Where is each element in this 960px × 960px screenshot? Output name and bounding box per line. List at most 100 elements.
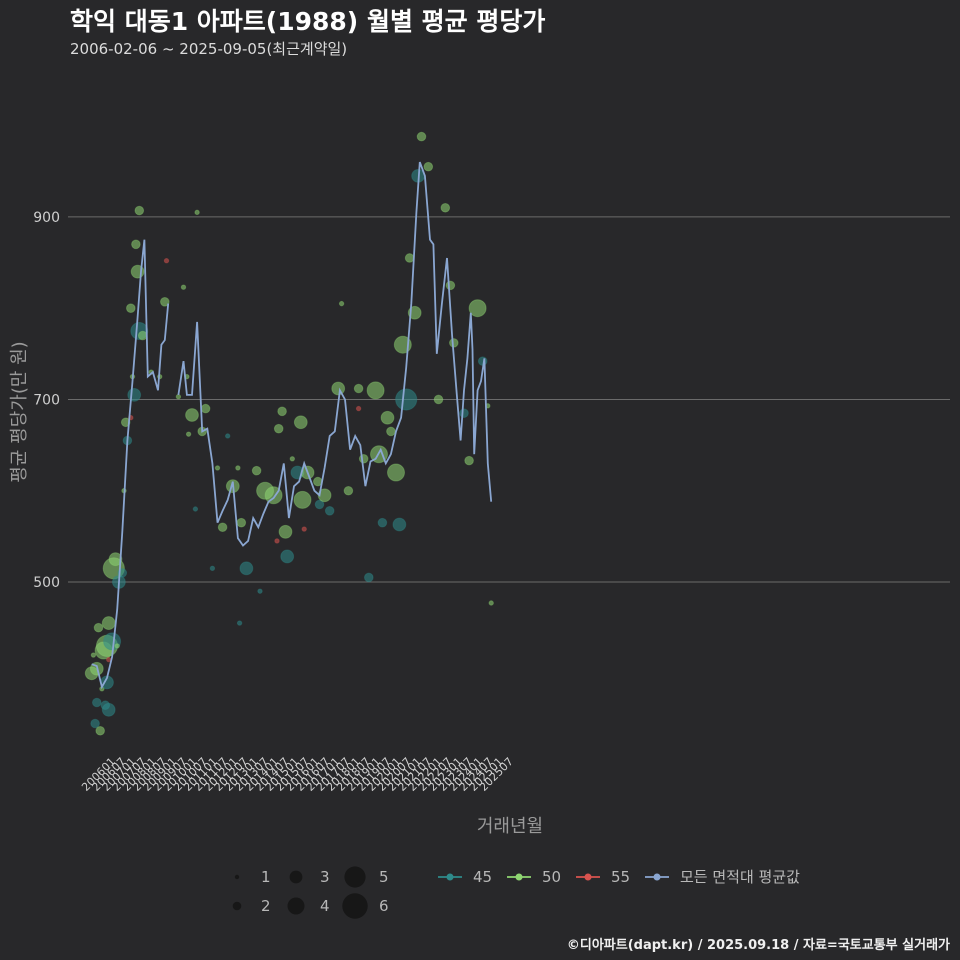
data-point-55 <box>301 526 307 532</box>
data-point-50 <box>200 403 211 414</box>
data-point-50 <box>131 239 141 250</box>
data-point-45 <box>101 702 116 717</box>
data-point-45 <box>459 408 469 418</box>
data-point-45 <box>239 561 254 576</box>
gridlines <box>68 216 950 583</box>
data-point-50 <box>278 524 293 539</box>
data-point-50 <box>468 299 487 318</box>
legend-color-label: 45 <box>473 868 492 886</box>
avg-series-line <box>91 239 170 690</box>
legend-size-marker <box>289 870 303 884</box>
data-point-50 <box>386 426 396 437</box>
data-point-50 <box>404 253 415 263</box>
data-point-50 <box>251 465 262 476</box>
data-point-50 <box>185 408 199 422</box>
legend-size-marker <box>232 901 242 911</box>
data-point-45 <box>209 565 216 572</box>
axes: 5007009002006012006072007012007072008012… <box>33 210 516 794</box>
data-point-50 <box>277 406 287 417</box>
data-point-50 <box>108 552 123 567</box>
data-point-45 <box>236 620 243 626</box>
data-point-45 <box>90 718 100 729</box>
legend-color-dot <box>446 873 454 881</box>
data-point-50 <box>416 131 427 142</box>
chart-title: 학익 대동1 아파트(1988) 월별 평균 평당가 <box>70 7 546 36</box>
data-point-50 <box>353 383 364 394</box>
data-point-50 <box>433 394 444 405</box>
data-point-50 <box>175 394 182 400</box>
data-point-50 <box>366 381 385 400</box>
data-point-55 <box>355 405 362 412</box>
data-point-50 <box>273 423 284 434</box>
data-point-50 <box>331 381 346 396</box>
data-point-50 <box>180 284 187 290</box>
data-point-50 <box>488 600 494 606</box>
legend-size-marker <box>287 897 305 915</box>
legend-size-marker <box>342 893 368 919</box>
legend-color-dot <box>584 873 592 881</box>
data-point-45 <box>192 506 199 512</box>
avg-series-line <box>177 161 493 547</box>
legend-color-label: 50 <box>542 868 561 886</box>
data-point-50 <box>95 725 105 736</box>
average-line <box>91 161 493 690</box>
data-point-50 <box>358 453 369 464</box>
legend-color-dot <box>515 873 523 881</box>
data-point-45 <box>280 549 295 564</box>
data-point-50 <box>90 652 97 658</box>
data-point-50 <box>160 296 170 307</box>
y-tick-label: 900 <box>33 210 60 226</box>
data-point-50 <box>445 280 456 291</box>
data-point-45 <box>364 572 374 583</box>
data-point-45 <box>257 588 263 594</box>
data-point-50 <box>93 622 104 633</box>
data-point-50 <box>114 643 120 649</box>
legend-size-label: 2 <box>261 897 271 915</box>
data-point-50 <box>120 417 131 428</box>
data-point-50 <box>387 463 405 482</box>
legend-size-marker <box>234 874 240 880</box>
y-tick-label: 700 <box>33 392 60 408</box>
data-point-50 <box>236 517 247 528</box>
legend-color-label: 모든 면적대 평균값 <box>680 868 800 886</box>
data-point-50 <box>343 485 354 496</box>
data-point-50 <box>214 465 221 471</box>
data-point-50 <box>101 616 116 630</box>
legend-size-label: 5 <box>379 868 389 886</box>
chart-subtitle: 2006-02-06 ~ 2025-09-05(최근계약일) <box>70 40 348 58</box>
data-point-50 <box>293 490 312 509</box>
legend-size-label: 1 <box>261 868 271 886</box>
data-point-45 <box>377 517 388 528</box>
x-axis-title: 거래년월 <box>477 816 543 837</box>
data-point-45 <box>127 387 142 402</box>
data-point-45 <box>392 517 407 532</box>
data-point-55 <box>163 258 170 264</box>
data-point-45 <box>314 499 325 510</box>
data-point-50 <box>423 161 434 172</box>
legend-color-dot <box>653 873 661 881</box>
data-point-45 <box>395 388 418 411</box>
source-caption: ©디아파트(dapt.kr) / 2025.09.18 / 자료=국토교통부 실… <box>566 938 950 953</box>
data-point-50 <box>338 300 345 307</box>
data-point-50 <box>194 209 200 216</box>
scatter-points <box>84 131 494 736</box>
data-point-50 <box>380 410 395 425</box>
data-point-50 <box>464 455 474 466</box>
data-point-50 <box>235 465 241 471</box>
legend-size-label: 3 <box>320 868 330 886</box>
data-point-50 <box>293 415 308 430</box>
y-tick-label: 500 <box>33 575 60 591</box>
data-point-45 <box>324 506 335 516</box>
y-axis-title: 평균 평당가(만 원) <box>9 341 30 482</box>
data-point-50 <box>126 303 136 313</box>
legend-size-label: 4 <box>320 897 330 915</box>
legend-size-label: 6 <box>379 897 389 915</box>
data-point-45 <box>225 433 231 439</box>
data-point-50 <box>137 330 148 341</box>
legend-size-marker <box>344 866 366 888</box>
legend-color-label: 55 <box>611 868 630 886</box>
data-point-50 <box>134 205 145 216</box>
data-point-50 <box>440 202 451 213</box>
